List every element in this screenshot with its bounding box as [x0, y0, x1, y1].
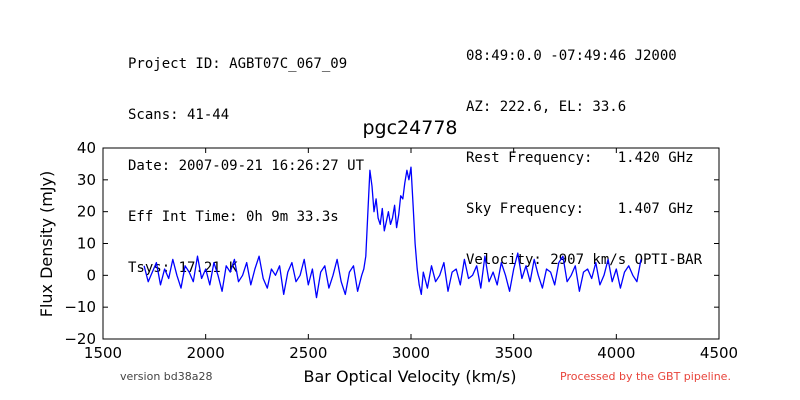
project-id: Project ID: AGBT07C_067_09	[128, 56, 348, 72]
x-tick-label: 4000	[597, 344, 635, 362]
az-el: AZ: 222.6, EL: 33.6	[466, 99, 627, 115]
pipeline-label: Processed by the GBT pipeline.	[560, 370, 731, 383]
x-tick-label: 1500	[84, 344, 122, 362]
header-left: Project ID: AGBT07C_067_09 Scans: 41-44 …	[128, 22, 364, 294]
y-axis-label: Flux Density (mJy)	[37, 171, 56, 318]
x-axis-label: Bar Optical Velocity (km/s)	[304, 367, 517, 386]
chart-title: pgc24778	[362, 117, 457, 139]
coordinates: 08:49:0.0 -07:49:46 J2000	[466, 48, 677, 64]
y-tick-label: 40	[77, 139, 96, 157]
y-tick-label: 20	[77, 203, 96, 221]
x-tick-label: 2500	[289, 344, 327, 362]
plot-frame	[102, 147, 720, 340]
y-tick-label: 0	[86, 266, 96, 284]
y-tick-label: −20	[64, 330, 96, 348]
x-tick-label: 3500	[495, 344, 533, 362]
eff-int-time: Eff Int Time: 0h 9m 33.3s	[128, 209, 339, 225]
x-tick-label: 2000	[187, 344, 225, 362]
version-label: version bd38a28	[120, 370, 213, 383]
header-right: 08:49:0.0 -07:49:46 J2000 AZ: 222.6, EL:…	[466, 14, 702, 286]
x-tick-label: 4500	[700, 344, 738, 362]
series-line	[143, 166, 642, 299]
y-tick-label: −10	[64, 298, 96, 316]
y-tick-label: 10	[77, 235, 96, 253]
x-tick-label: 3000	[392, 344, 430, 362]
scans: Scans: 41-44	[128, 107, 230, 123]
sky-frequency: Sky Frequency: 1.407 GHz	[466, 201, 694, 217]
rest-frequency: Rest Frequency: 1.420 GHz	[466, 150, 694, 166]
date: Date: 2007-09-21 16:26:27 UT	[128, 158, 365, 174]
y-tick-label: 30	[77, 171, 96, 189]
